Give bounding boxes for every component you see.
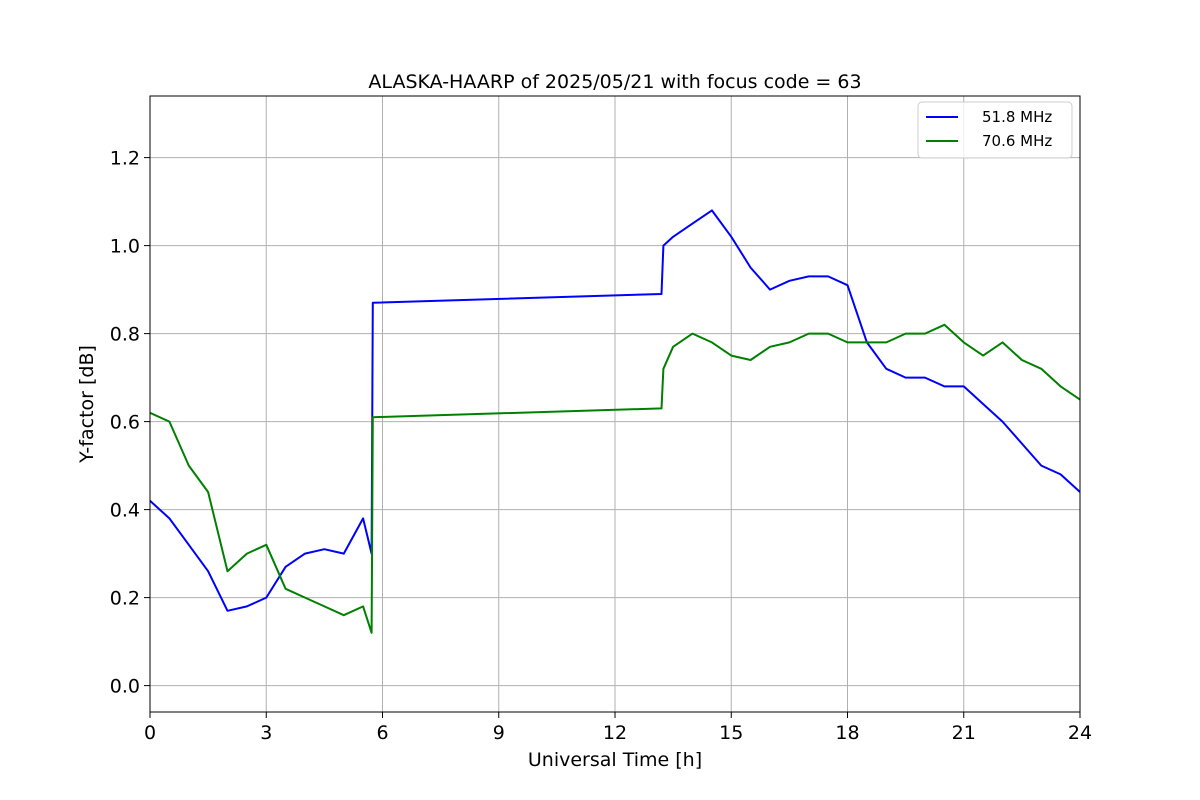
y-tick-label: 0.2: [110, 588, 140, 610]
series-layer: [149, 209, 1081, 634]
ticks: 0 3 6 9 12 15 18 21 24 0.0 0.2 0.4 0.6 0.8 1.0 1.2: [110, 148, 1092, 744]
y-tick-label: 0.6: [110, 412, 140, 434]
x-tick-label: 18: [835, 722, 859, 744]
x-tick-label: 12: [603, 722, 627, 744]
chart-title: ALASKA-HAARP of 2025/05/21 with focus co…: [368, 71, 861, 93]
series-line-0: [149, 209, 1081, 612]
y-tick-label: 0.8: [110, 324, 140, 346]
x-tick-label: 0: [144, 722, 156, 744]
y-axis-label: Y-factor [dB]: [76, 345, 98, 464]
y-tick-label: 1.2: [110, 148, 140, 170]
legend: 51.8 MHz 70.6 MHz: [917, 101, 1073, 159]
series-line-1: [149, 323, 1081, 634]
x-tick-label: 6: [376, 722, 388, 744]
legend-label-70-6: 70.6 MHz: [982, 132, 1052, 150]
y-tick-label: 0.0: [110, 676, 140, 698]
x-tick-label: 24: [1068, 722, 1092, 744]
y-tick-label: 1.0: [110, 236, 140, 258]
legend-label-51-8: 51.8 MHz: [982, 108, 1052, 126]
x-tick-label: 15: [719, 722, 743, 744]
x-tick-label: 21: [952, 722, 976, 744]
x-tick-label: 9: [493, 722, 505, 744]
y-tick-label: 0.4: [110, 500, 140, 522]
x-axis-label: Universal Time [h]: [528, 749, 702, 771]
x-tick-label: 3: [260, 722, 272, 744]
